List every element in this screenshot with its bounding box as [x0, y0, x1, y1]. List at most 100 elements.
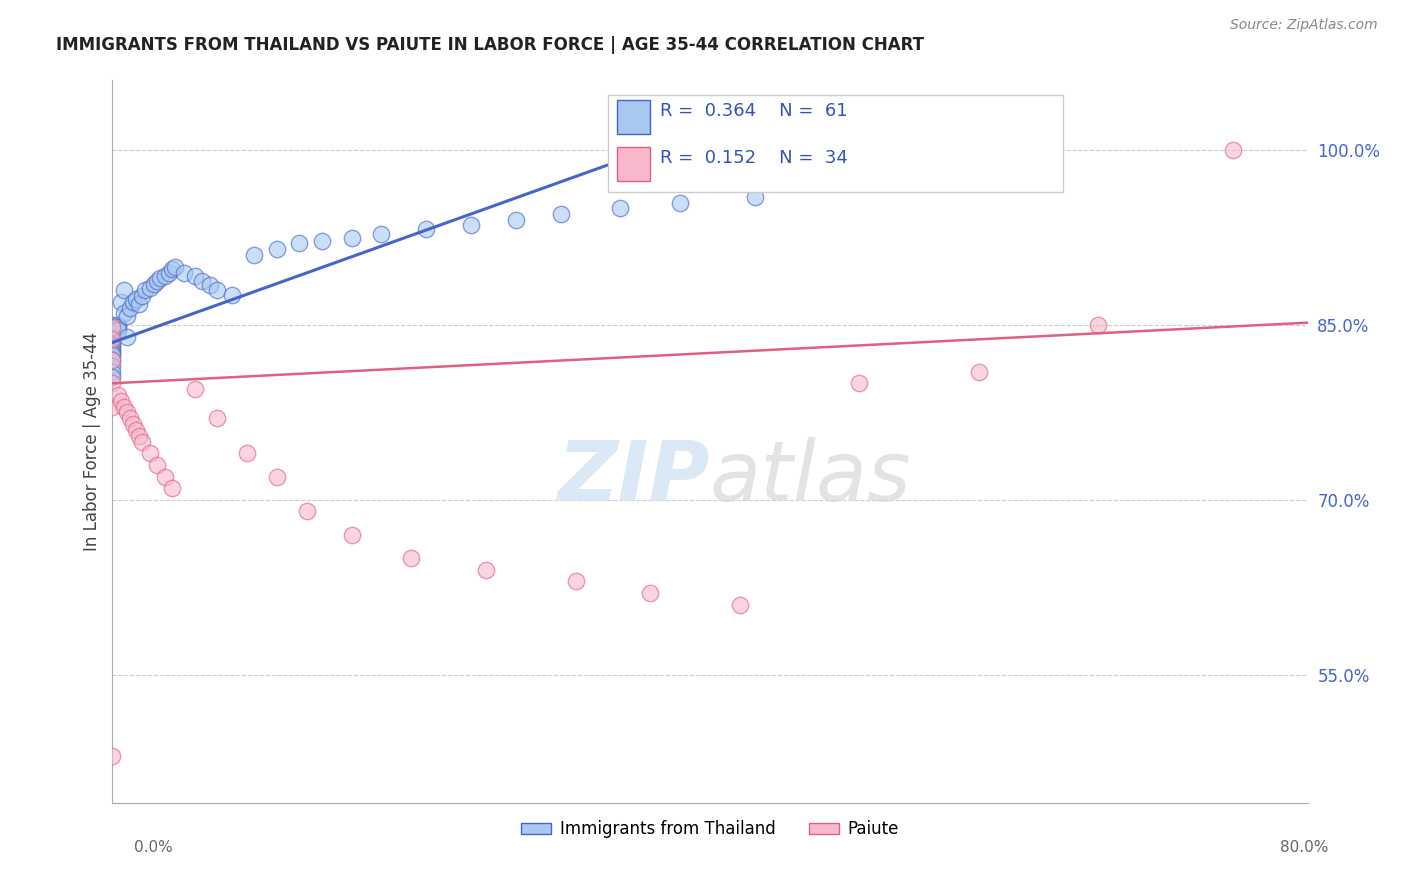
Point [1087, 318, 1109, 332]
Point [128, 428, 150, 442]
Point [139, 281, 162, 295]
Text: 0.0%: 0.0% [134, 840, 173, 855]
Point [243, 248, 266, 262]
Point [146, 274, 169, 288]
Point [101, 326, 124, 341]
Point [101, 332, 124, 346]
Point [101, 339, 124, 353]
Point [101, 320, 124, 334]
Point [153, 268, 176, 283]
Point [107, 388, 129, 402]
Point [107, 318, 129, 332]
Point [967, 365, 990, 379]
Point [107, 323, 129, 337]
Point [340, 528, 363, 542]
Point [125, 293, 148, 307]
Text: R =  0.152    N =  34: R = 0.152 N = 34 [659, 149, 848, 167]
Point [122, 294, 145, 309]
Point [460, 218, 482, 232]
Point [221, 287, 243, 301]
Point [101, 325, 124, 339]
Point [101, 329, 124, 343]
Point [110, 393, 132, 408]
Text: Source: ZipAtlas.com: Source: ZipAtlas.com [1230, 18, 1378, 32]
Point [744, 190, 766, 204]
Point [198, 278, 221, 293]
Point [1222, 143, 1244, 157]
Y-axis label: In Labor Force | Age 35-44: In Labor Force | Age 35-44 [83, 332, 101, 551]
Point [143, 277, 166, 292]
Text: 80.0%: 80.0% [1281, 840, 1329, 855]
Point [107, 320, 129, 334]
Text: IMMIGRANTS FROM THAILAND VS PAIUTE IN LABOR FORCE | AGE 35-44 CORRELATION CHART: IMMIGRANTS FROM THAILAND VS PAIUTE IN LA… [56, 36, 924, 54]
Point [149, 271, 172, 285]
Point [311, 234, 333, 248]
Point [125, 423, 148, 437]
Point [183, 268, 205, 283]
Point [101, 359, 124, 373]
Point [101, 370, 124, 384]
Point [101, 334, 124, 349]
Legend: Immigrants from Thailand, Paiute: Immigrants from Thailand, Paiute [515, 814, 905, 845]
Point [564, 574, 586, 589]
Point [609, 202, 631, 216]
Point [146, 458, 169, 472]
Point [183, 382, 205, 396]
Point [120, 411, 142, 425]
Point [139, 446, 162, 460]
Point [101, 318, 124, 332]
Point [101, 343, 124, 358]
FancyBboxPatch shape [617, 100, 651, 135]
Point [122, 417, 145, 431]
Point [295, 504, 318, 518]
FancyBboxPatch shape [609, 95, 1063, 193]
Point [101, 749, 124, 764]
Point [101, 341, 124, 355]
Point [101, 346, 124, 360]
Point [114, 283, 135, 297]
Text: atlas: atlas [710, 437, 911, 518]
Point [101, 353, 124, 368]
Point [153, 469, 176, 483]
Point [101, 332, 124, 346]
Point [101, 348, 124, 362]
Point [640, 586, 662, 600]
Point [162, 262, 183, 277]
Point [401, 551, 423, 566]
Point [101, 353, 124, 368]
Point [191, 274, 214, 288]
Point [266, 242, 288, 256]
Point [117, 329, 139, 343]
Point [370, 227, 392, 241]
Point [205, 411, 228, 425]
Point [110, 294, 132, 309]
Point [415, 222, 437, 236]
Point [288, 236, 311, 251]
Point [173, 266, 195, 280]
Point [131, 289, 153, 303]
Point [165, 260, 187, 274]
Point [266, 469, 288, 483]
Text: R =  0.364    N =  61: R = 0.364 N = 61 [659, 102, 848, 120]
Point [162, 481, 183, 495]
Point [157, 266, 180, 280]
Text: ZIP: ZIP [557, 437, 710, 518]
Point [114, 306, 135, 320]
Point [117, 309, 139, 323]
Point [101, 320, 124, 334]
Point [101, 400, 124, 414]
Point [117, 405, 139, 419]
FancyBboxPatch shape [617, 147, 651, 181]
Point [101, 327, 124, 342]
Point [101, 323, 124, 337]
Point [205, 283, 228, 297]
Point [101, 336, 124, 351]
Point [120, 301, 142, 315]
Point [114, 400, 135, 414]
Point [134, 283, 156, 297]
Point [236, 446, 259, 460]
Point [848, 376, 870, 391]
Point [101, 365, 124, 379]
Point [101, 324, 124, 338]
Point [131, 434, 153, 449]
